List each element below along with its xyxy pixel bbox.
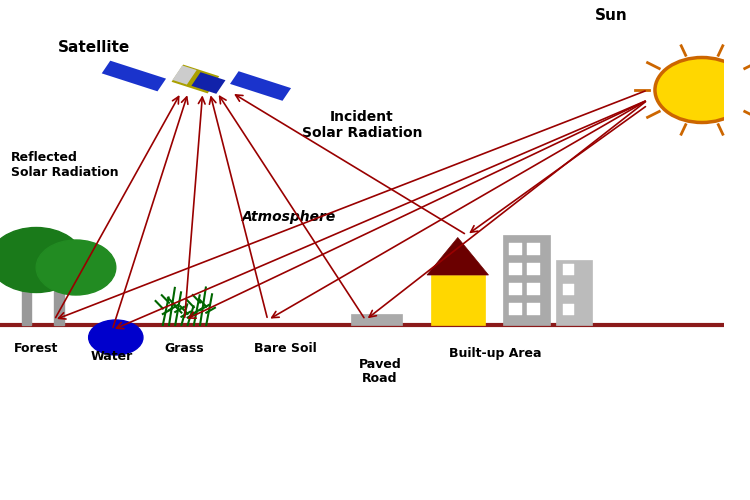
Bar (526, 282, 540, 295)
Text: Sun: Sun (596, 8, 628, 22)
Circle shape (655, 58, 749, 122)
Bar (526, 302, 540, 315)
Bar (556, 260, 592, 325)
Bar (509, 242, 522, 255)
Bar (563, 264, 574, 275)
Bar (230, 71, 291, 101)
Polygon shape (427, 238, 488, 275)
Bar (509, 282, 522, 295)
Text: Satellite: Satellite (58, 40, 130, 55)
Bar (509, 302, 522, 315)
Bar (22, 285, 31, 325)
Bar (430, 275, 485, 325)
Text: Water: Water (91, 350, 134, 363)
Text: Bare Soil: Bare Soil (254, 342, 317, 355)
Text: Paved
Road: Paved Road (358, 358, 401, 386)
Bar (509, 262, 522, 275)
Bar (351, 314, 402, 325)
Bar (172, 64, 219, 94)
Bar (503, 235, 550, 325)
Ellipse shape (88, 320, 143, 355)
Circle shape (0, 228, 83, 292)
Text: Reflected
Solar Radiation: Reflected Solar Radiation (10, 151, 118, 179)
Text: Built-up Area: Built-up Area (449, 348, 542, 360)
Bar (172, 66, 196, 84)
Bar (563, 284, 574, 295)
Text: Grass: Grass (165, 342, 204, 355)
Bar (563, 304, 574, 315)
Text: Forest: Forest (14, 342, 58, 355)
Text: Incident
Solar Radiation: Incident Solar Radiation (302, 110, 422, 140)
Text: Atmosphere: Atmosphere (242, 210, 337, 224)
Bar (526, 242, 540, 255)
Bar (102, 60, 166, 92)
Bar (191, 72, 226, 94)
Circle shape (36, 240, 116, 295)
Bar (526, 262, 540, 275)
Bar (54, 290, 64, 325)
